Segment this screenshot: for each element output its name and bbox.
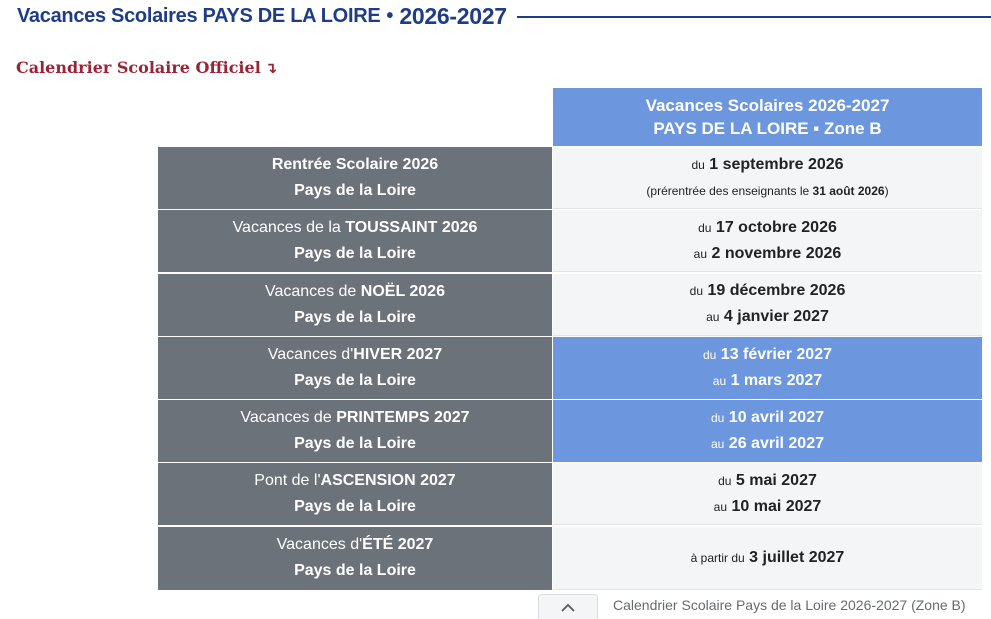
table-row: Vacances de PRINTEMPS 2027 Pays de la Lo… — [158, 400, 982, 463]
table-row: Rentrée Scolaire 2026 Pays de la Loire d… — [158, 147, 982, 209]
period-prefix: Vacances de la — [232, 219, 341, 237]
table-row: Pont de l'ASCENSION 2027 Pays de la Loir… — [158, 463, 982, 526]
date-cell: à partir du 3 juillet 2027 — [553, 526, 982, 590]
table-row: Vacances d'HIVER 2027 Pays de la Loire d… — [158, 336, 982, 399]
start-date: 17 octobre 2026 — [715, 218, 837, 236]
date-cell: du 5 mai 2027 au 10 mai 2027 — [553, 463, 982, 526]
start-date: 5 mai 2027 — [735, 471, 817, 489]
region-name: Pays de la Loire — [294, 308, 416, 326]
period-cell: Rentrée Scolaire 2026 Pays de la Loire — [158, 147, 552, 209]
end-date: 2 novembre 2026 — [711, 244, 842, 262]
collapse-toggle-button[interactable] — [538, 594, 598, 619]
date-prefix: au — [710, 437, 725, 452]
region-name: Pays de la Loire — [294, 562, 416, 580]
start-date: 3 juillet 2027 — [749, 548, 845, 566]
holiday-calendar-table: Rentrée Scolaire 2026 Pays de la Loire d… — [158, 147, 982, 590]
region-name: Pays de la Loire — [294, 435, 416, 453]
region-name: Pays de la Loire — [294, 498, 416, 516]
date-prefix: au — [693, 246, 708, 261]
period-prefix: Vacances d' — [276, 536, 363, 554]
date-prefix: au — [712, 373, 727, 388]
date-prefix: au — [706, 310, 720, 325]
chevron-up-icon — [561, 603, 575, 612]
period-cell: Vacances de PRINTEMPS 2027 Pays de la Lo… — [158, 400, 552, 463]
period-cell: Vacances d'HIVER 2027 Pays de la Loire — [158, 336, 552, 399]
period-prefix: Vacances de — [265, 282, 357, 300]
period-name: HIVER 2027 — [353, 345, 443, 363]
page-title-separator: • — [386, 4, 394, 27]
period-name: ASCENSION 2027 — [320, 472, 456, 490]
period-cell: Vacances d'ÉTÉ 2027 Pays de la Loire — [158, 526, 552, 590]
table-row: Vacances de la TOUSSAINT 2026 Pays de la… — [158, 210, 982, 273]
subtitle-text: Calendrier Scolaire Officiel — [16, 58, 261, 77]
end-date: 4 janvier 2027 — [723, 308, 829, 326]
start-date: 13 février 2027 — [720, 345, 832, 363]
period-prefix: Vacances de — [240, 409, 332, 427]
end-date: 1 mars 2027 — [730, 371, 823, 389]
period-cell: Pont de l'ASCENSION 2027 Pays de la Loir… — [158, 463, 552, 526]
period-name: TOUSSAINT 2026 — [345, 219, 478, 237]
date-prefix: du — [718, 473, 732, 488]
date-prefix: du — [702, 347, 717, 362]
date-prefix: du — [698, 220, 712, 235]
note-date: 31 août 2026 — [812, 183, 885, 198]
section-subtitle: Calendrier Scolaire Officiel ↴ — [16, 58, 277, 77]
date-cell: du 17 octobre 2026 au 2 novembre 2026 — [553, 210, 982, 273]
date-prefix: du — [689, 284, 704, 299]
end-date: 26 avril 2027 — [728, 435, 824, 453]
page-title-main: Vacances Scolaires PAYS DE LA LOIRE — [17, 4, 381, 27]
region-name: Pays de la Loire — [294, 182, 416, 199]
table-row: Vacances de NOËL 2026 Pays de la Loire d… — [158, 273, 982, 336]
period-name: Rentrée Scolaire 2026 — [271, 156, 439, 173]
date-prefix: du — [710, 411, 725, 426]
table-row: Vacances d'ÉTÉ 2027 Pays de la Loire à p… — [158, 526, 982, 590]
period-name: PRINTEMPS 2027 — [336, 409, 470, 427]
end-date: 10 mai 2027 — [731, 497, 822, 515]
title-rule — [516, 16, 991, 18]
period-prefix: Vacances d' — [267, 345, 354, 363]
start-date: 1 septembre 2026 — [709, 155, 844, 173]
date-cell-highlighted: du 10 avril 2027 au 26 avril 2027 — [553, 400, 982, 463]
date-cell: du 1 septembre 2026 (prérentrée des ense… — [553, 147, 982, 209]
period-name: NOËL 2026 — [360, 282, 445, 300]
zone-header: Vacances Scolaires 2026-2027 PAYS DE LA … — [553, 88, 982, 146]
period-name: ÉTÉ 2027 — [362, 536, 434, 554]
arrow-down-right-icon: ↴ — [264, 59, 278, 77]
page-title: Vacances Scolaires PAYS DE LA LOIRE • 20… — [17, 2, 991, 30]
region-name: Pays de la Loire — [294, 245, 416, 263]
date-prefix: au — [713, 499, 728, 514]
zone-header-line2: PAYS DE LA LOIRE ▪ Zone B — [653, 119, 882, 138]
table-caption: Calendrier Scolaire Pays de la Loire 202… — [613, 597, 966, 613]
region-name: Pays de la Loire — [294, 371, 416, 389]
note-suffix: ) — [884, 183, 889, 198]
date-prefix: à partir du — [690, 550, 745, 565]
period-prefix: Pont de l' — [254, 472, 321, 490]
page-title-year: 2026-2027 — [399, 2, 507, 29]
start-date: 19 décembre 2026 — [707, 282, 846, 300]
zone-header-line1: Vacances Scolaires 2026-2027 — [645, 96, 890, 115]
date-note: (prérentrée des enseignants le 31 août 2… — [646, 178, 888, 204]
period-cell: Vacances de la TOUSSAINT 2026 Pays de la… — [158, 210, 552, 273]
note-prefix: (prérentrée des enseignants le — [646, 183, 810, 198]
date-cell: du 19 décembre 2026 au 4 janvier 2027 — [553, 273, 982, 336]
period-cell: Vacances de NOËL 2026 Pays de la Loire — [158, 273, 552, 336]
start-date: 10 avril 2027 — [728, 409, 824, 427]
date-prefix: du — [691, 157, 705, 172]
date-cell-highlighted: du 13 février 2027 au 1 mars 2027 — [553, 336, 982, 399]
